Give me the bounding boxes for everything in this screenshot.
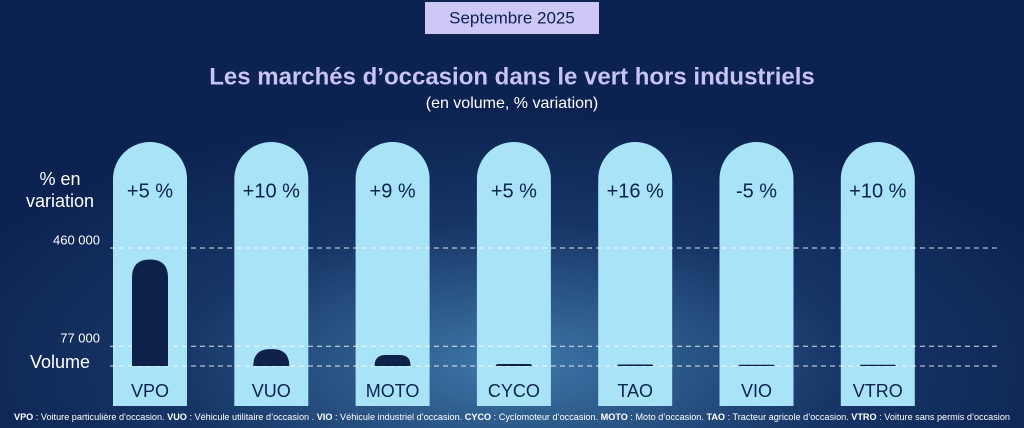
capsule (840, 142, 915, 407)
bar (253, 349, 290, 366)
x-tick-label: VTRO (853, 381, 903, 401)
x-tick-label: CYCO (488, 381, 540, 401)
variation-label: +5 % (127, 180, 173, 202)
variation-label: -5 % (736, 180, 777, 202)
footnote-text: : Tracteur agricole d’occasion. (725, 412, 851, 422)
capsule (355, 142, 430, 407)
bar (738, 364, 775, 366)
x-tick-label: VPO (131, 381, 169, 401)
x-tick-label: VIO (741, 381, 772, 401)
bar (859, 364, 896, 366)
bar (495, 363, 532, 366)
variation-label: +10 % (243, 180, 300, 202)
variation-axis-label: % en variation (25, 169, 95, 211)
chart-title: Les marchés d’occasion dans le vert hors… (209, 63, 815, 90)
variation-label: +9 % (370, 180, 416, 202)
footnote-abbr: TAO (706, 412, 725, 422)
capsule (476, 141, 551, 406)
variation-label: +10 % (849, 180, 906, 202)
footnote-abbr: VIO (317, 412, 333, 422)
y-tick-label: 77 000 (60, 331, 100, 346)
footnote-abbr: VTRO (851, 412, 876, 422)
footnote-text: : Cyclomoteur d’occasion. (491, 412, 601, 422)
footnote-text: : Véhicule industriel d’occasion. (332, 412, 464, 422)
footnote-abbr: VUO (167, 412, 187, 422)
footnote-text: : Moto d’occasion. (628, 412, 707, 422)
variation-label: +16 % (607, 180, 664, 202)
footnote: VPO : Voiture particulière d’occasion. V… (14, 412, 1010, 422)
bar (374, 354, 411, 366)
bar (132, 259, 168, 366)
chart-subtitle: (en volume, % variation) (426, 95, 599, 112)
footnote-text: : Voiture particulière d’occasion. (33, 412, 167, 422)
x-tick-label: TAO (617, 381, 653, 401)
footnote-text: : Voiture sans permis d’occasion (877, 412, 1010, 422)
footnote-abbr: MOTO (601, 412, 628, 422)
capsule (598, 142, 673, 407)
x-tick-label: VUO (252, 381, 291, 401)
badge-text: Septembre 2025 (449, 8, 575, 27)
capsule (719, 142, 794, 407)
x-tick-label: MOTO (366, 381, 420, 401)
y-tick-label: 460 000 (53, 232, 100, 247)
bar (617, 364, 654, 366)
footnote-abbr: CYCO (465, 412, 491, 422)
footnote-abbr: VPO (14, 412, 33, 422)
badge (425, 2, 599, 34)
volume-axis-label: Volume (29, 352, 91, 372)
capsule (234, 142, 309, 407)
variation-label: +5 % (491, 180, 537, 202)
footnote-text: : Véhicule utilitaire d’occasion . (187, 412, 317, 422)
